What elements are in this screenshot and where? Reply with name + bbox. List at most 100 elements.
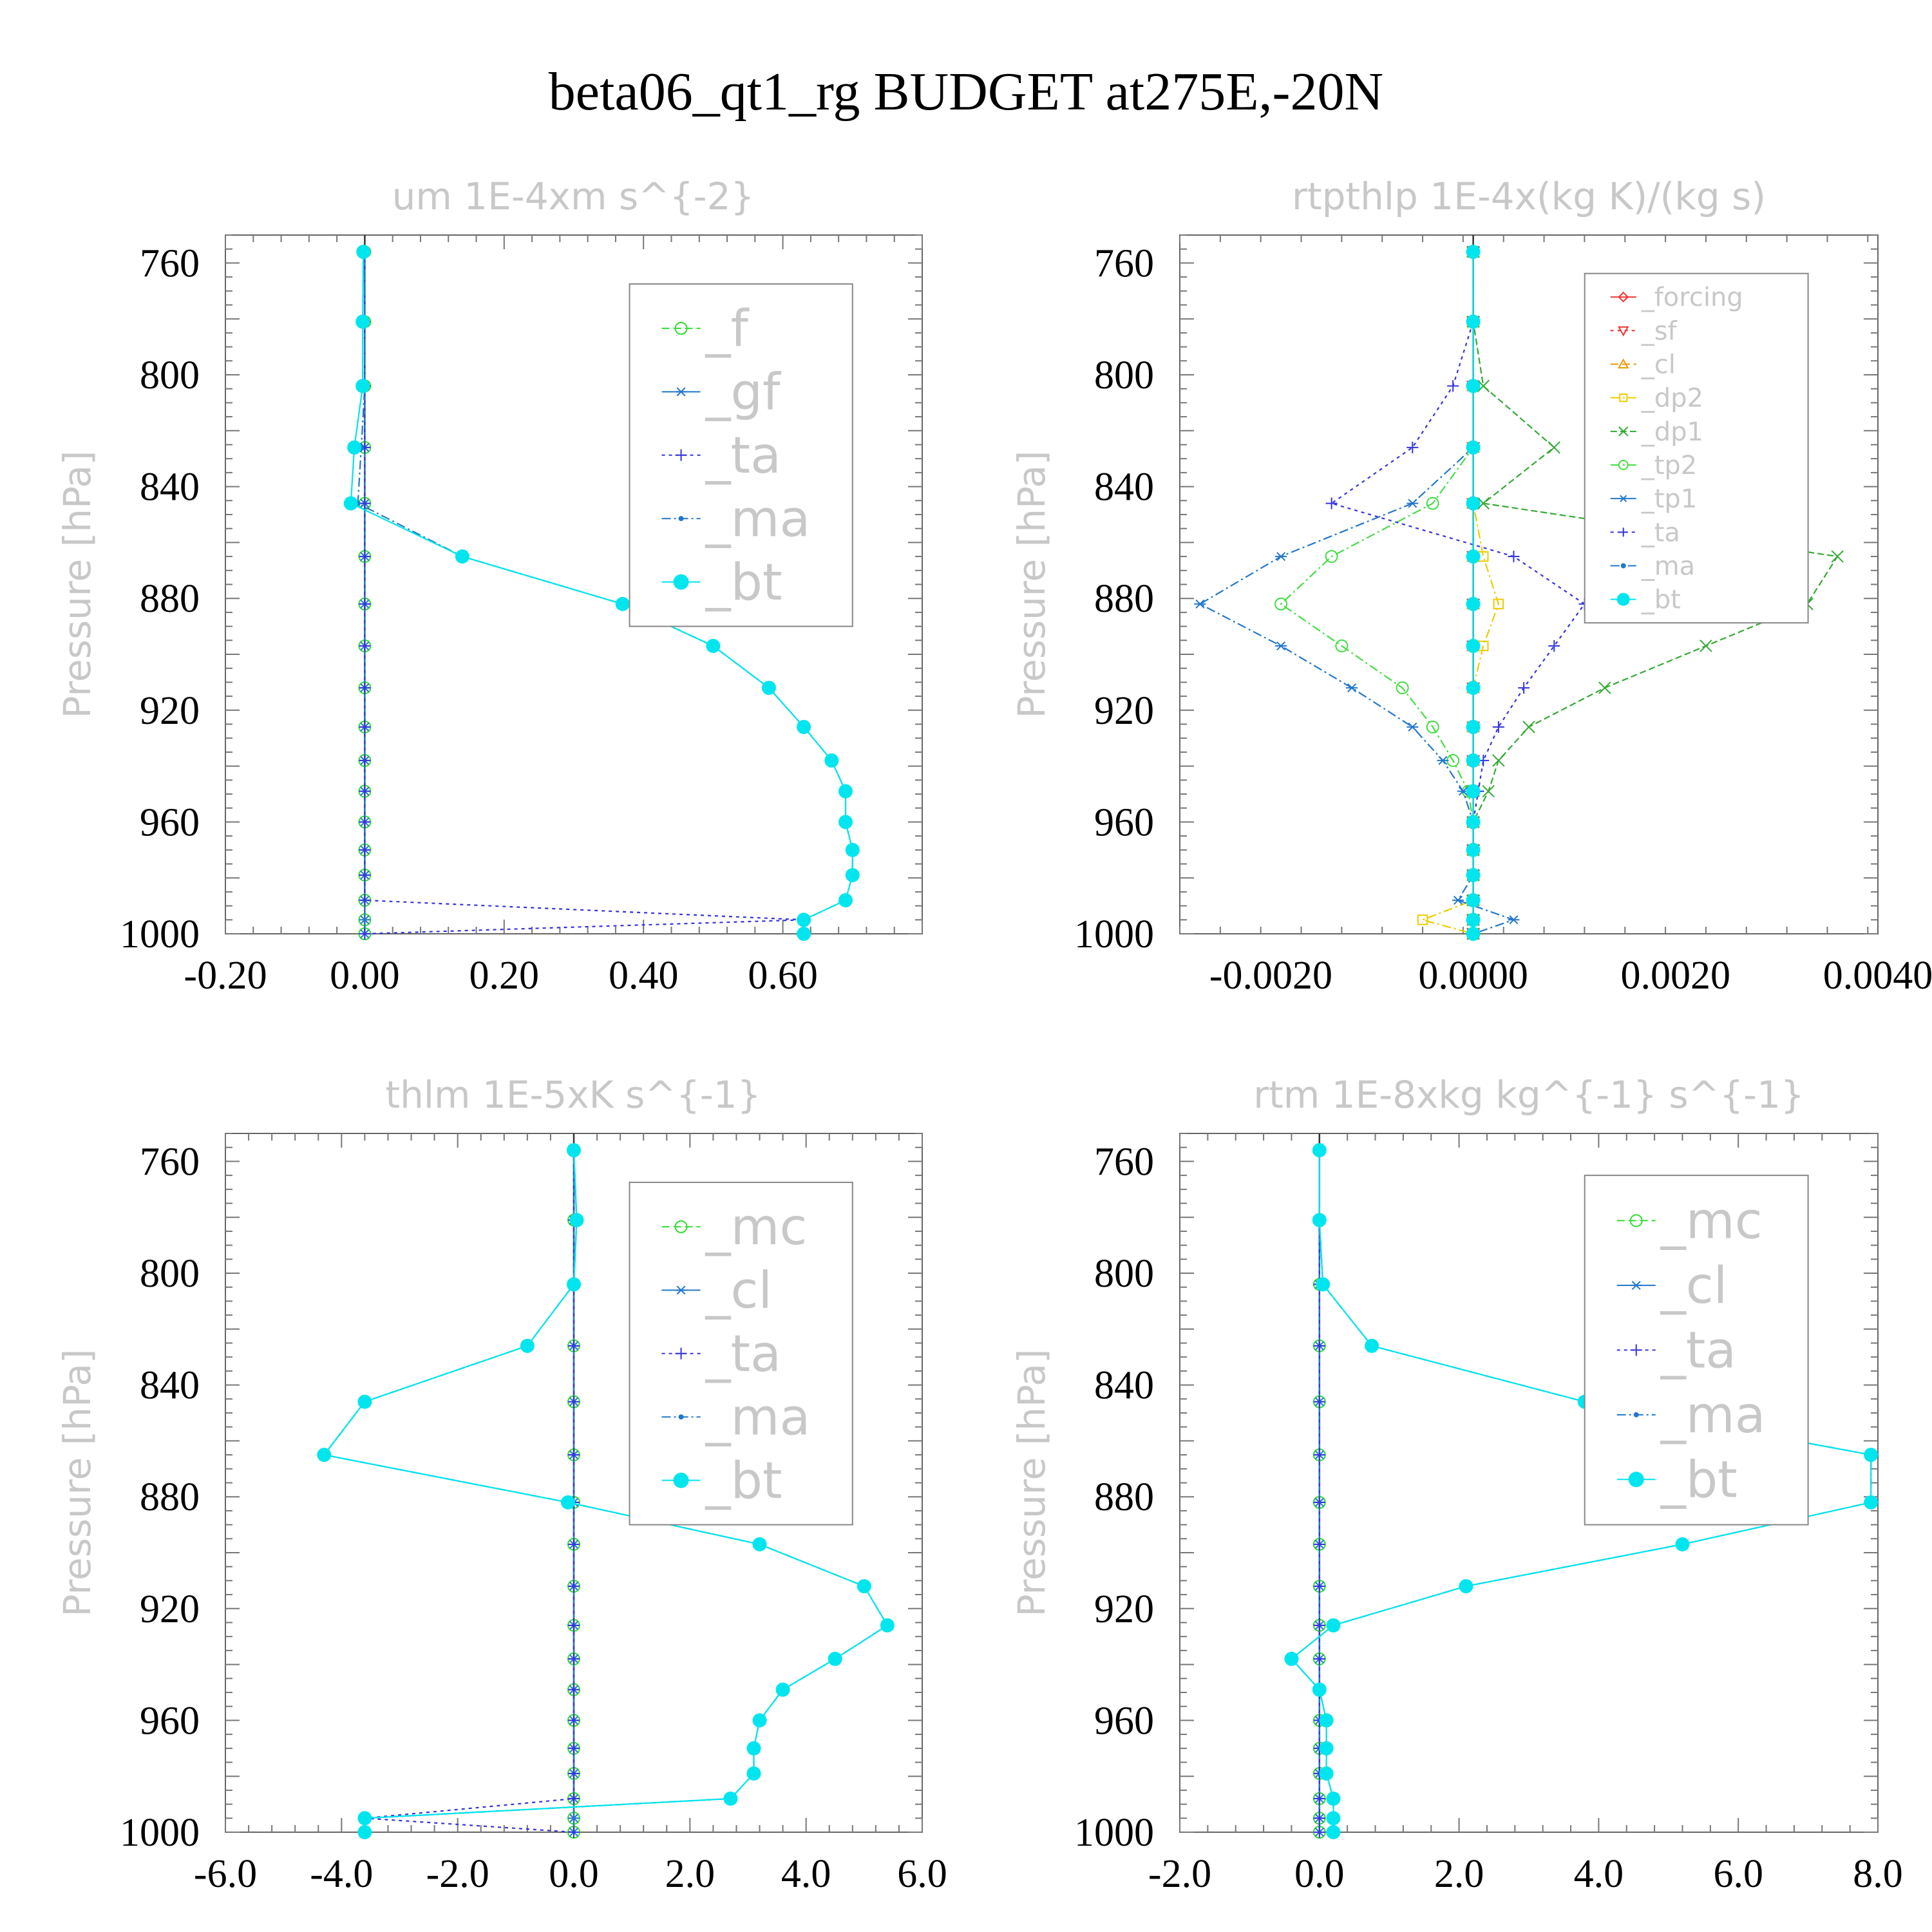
data-point (1466, 753, 1481, 768)
data-point (1274, 597, 1288, 611)
x-tick-label: 6.0 (1713, 1852, 1763, 1896)
data-point (1466, 440, 1481, 455)
data-point (1326, 1618, 1341, 1633)
legend-box (629, 283, 853, 627)
series-line (365, 1150, 575, 1833)
legend-box (1584, 272, 1809, 624)
y-tick-label: 840 (140, 466, 200, 509)
legend-marker (1619, 393, 1628, 402)
data-point (1466, 913, 1481, 927)
data-point (1284, 1651, 1299, 1666)
x-tick-label: 0.60 (748, 954, 818, 998)
data-point (1548, 639, 1560, 652)
data-point (1312, 1143, 1327, 1158)
data-point (568, 1826, 580, 1838)
data-point (723, 1791, 738, 1806)
data-point (355, 379, 370, 393)
legend-marker (675, 1285, 687, 1295)
data-point (568, 1767, 580, 1779)
x-tick-label: 0.0000 (1418, 954, 1528, 998)
data-point (1831, 550, 1844, 563)
x-tick-label: 2.0 (665, 1852, 715, 1896)
legend-marker (1630, 1280, 1642, 1290)
data-point (1365, 1338, 1379, 1353)
series-ta (359, 1144, 580, 1838)
series-dp2 (1417, 246, 1504, 940)
y-tick-label: 960 (140, 800, 200, 844)
data-point (1406, 498, 1419, 508)
series-line (1330, 252, 1586, 934)
data-point (1598, 681, 1611, 694)
series-line (1420, 252, 1500, 935)
legend-label: _ma (1641, 551, 1695, 581)
data-point (357, 1825, 372, 1839)
legend-marker (675, 1347, 687, 1359)
legend-marker (675, 387, 687, 397)
data-point (1466, 549, 1481, 564)
series-line (1472, 252, 1839, 934)
legend-label: _cl (1641, 350, 1676, 380)
y-axis-label: Pressure [hPa] (55, 1349, 99, 1616)
x-tick-label: 0.00 (330, 954, 400, 998)
data-point (1482, 784, 1495, 798)
legend-label: _ta (705, 1325, 781, 1383)
data-point (1466, 681, 1481, 696)
y-tick-label: 960 (1094, 800, 1154, 844)
x-tick-label: -4.0 (310, 1852, 373, 1896)
data-point (1313, 1496, 1325, 1508)
data-point (797, 927, 811, 941)
data-point (1326, 1791, 1341, 1806)
x-tick-label: 0.40 (609, 954, 679, 998)
data-point (1466, 784, 1481, 799)
panel-title: um 1E-4xm s^{-2} (392, 175, 755, 218)
x-tick-label: 4.0 (781, 1852, 831, 1896)
series-tp1 (1194, 247, 1520, 939)
y-axis-label: Pressure [hPa] (1010, 1349, 1054, 1616)
panel-title: rtpthlp 1E-4x(kg K)/(kg s) (1292, 175, 1766, 218)
data-point (359, 894, 371, 906)
data-point (615, 596, 630, 611)
data-point (1447, 380, 1459, 392)
data-point (1426, 720, 1439, 734)
legend-marker (1618, 291, 1629, 303)
data-point (359, 598, 371, 610)
data-point (1275, 641, 1287, 650)
data-point (568, 1396, 580, 1408)
data-point (568, 1580, 580, 1593)
data-point (1459, 1579, 1473, 1594)
legend-marker (678, 516, 684, 522)
x-tick-label: 0.0040 (1823, 954, 1932, 998)
legend-label: _f (705, 300, 750, 358)
y-tick-label: 1000 (1074, 913, 1154, 956)
legend-label: _sf (1641, 316, 1678, 346)
chart-panel-um: um 1E-4xm s^{-2} Pressure [hPa] 760 800 840 8… (55, 175, 923, 998)
data-point (359, 869, 371, 881)
data-point (845, 867, 860, 882)
data-point (560, 1495, 575, 1510)
x-tick-label: 0.0020 (1621, 954, 1731, 998)
data-point (1313, 1792, 1325, 1804)
y-tick-label: 760 (1094, 1140, 1154, 1184)
data-point (359, 915, 371, 925)
panels: um 1E-4xm s^{-2} Pressure [hPa] 760 800 840 8… (55, 175, 1932, 1896)
data-point (1522, 721, 1535, 734)
y-tick-label: 920 (1094, 1587, 1154, 1631)
legend-marker (673, 574, 689, 590)
data-point (567, 1143, 581, 1158)
data-point (1492, 754, 1505, 767)
data-point (1508, 915, 1520, 925)
data-point (1492, 721, 1504, 733)
legend-marker (674, 1220, 688, 1233)
legend-label: _bt (705, 1452, 782, 1510)
legend: _forcing _sf _cl _dp2 _dp1 _tp2 _tp1 _ta _ma _bt (1584, 272, 1809, 624)
data-point (1466, 719, 1481, 734)
y-tick-label: 840 (1094, 1364, 1154, 1408)
y-tick-label: 760 (140, 1140, 200, 1184)
legend-marker (1618, 358, 1629, 369)
data-point (1313, 1619, 1325, 1631)
y-axis-label: Pressure [hPa] (55, 450, 99, 718)
legend-label: _dp1 (1641, 417, 1703, 447)
legend-label: _cl (1660, 1257, 1728, 1315)
data-point (355, 314, 370, 329)
data-point (824, 753, 839, 768)
